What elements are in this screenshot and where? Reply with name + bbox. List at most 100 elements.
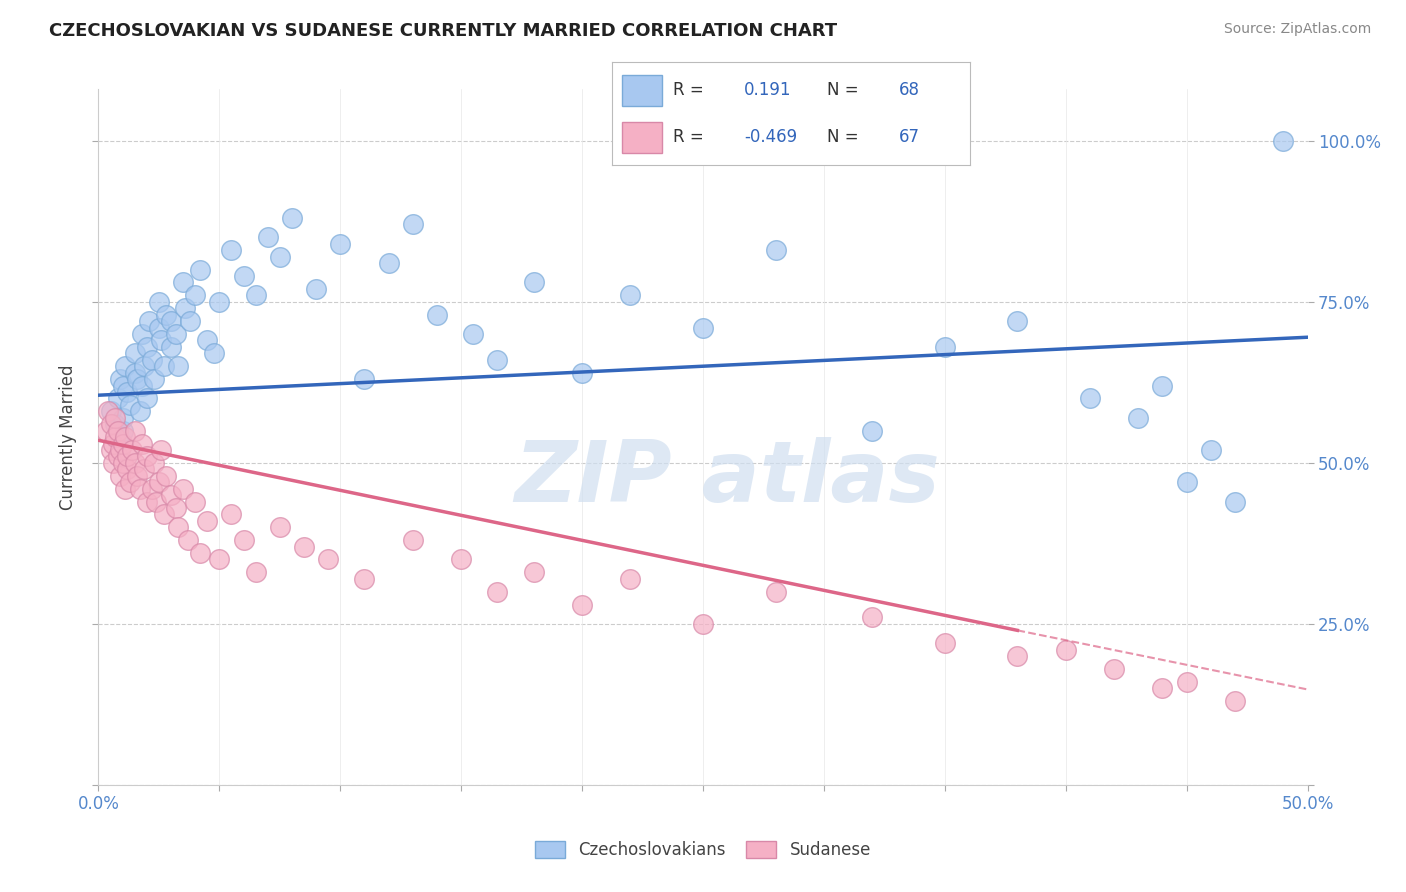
Point (135, 392, 157, 406)
Point (1152, 681, 1174, 696)
Point (174, 301, 197, 316)
Point (1272, 134, 1295, 148)
Point (111, 378, 134, 392)
Point (124, 366, 146, 380)
Point (208, 294, 231, 309)
Point (1223, 494, 1246, 508)
Point (117, 462, 139, 476)
Point (353, 572, 375, 586)
Point (1078, 392, 1101, 406)
Point (135, 340, 157, 354)
Point (177, 533, 200, 548)
Point (143, 372, 166, 386)
Point (619, 572, 641, 586)
Point (104, 417, 127, 432)
Point (117, 450, 139, 464)
Point (208, 552, 231, 566)
Point (165, 500, 187, 515)
Point (104, 430, 127, 444)
Point (426, 308, 449, 322)
Point (118, 475, 141, 490)
Point (150, 334, 173, 348)
Point (111, 410, 134, 425)
Point (692, 320, 714, 334)
Point (124, 456, 146, 470)
Point (1128, 410, 1150, 425)
Y-axis label: Currently Married: Currently Married (59, 364, 77, 510)
Point (124, 424, 146, 438)
Point (523, 276, 546, 290)
Point (141, 352, 163, 367)
Point (160, 340, 183, 354)
Point (100, 442, 122, 457)
Point (131, 436, 153, 450)
Point (148, 475, 170, 490)
Point (1007, 314, 1029, 328)
Point (1199, 442, 1222, 457)
Point (167, 520, 190, 534)
Point (765, 584, 787, 599)
Point (188, 262, 211, 277)
Point (100, 417, 122, 432)
Point (114, 359, 136, 374)
Point (111, 424, 134, 438)
Point (934, 340, 956, 354)
Point (131, 378, 153, 392)
Point (152, 508, 174, 522)
Point (232, 268, 254, 283)
Point (377, 256, 399, 270)
Text: Source: ZipAtlas.com: Source: ZipAtlas.com (1223, 22, 1371, 37)
Point (195, 514, 218, 528)
Text: -0.469: -0.469 (744, 128, 797, 146)
Point (269, 520, 291, 534)
Point (128, 404, 150, 418)
Point (221, 508, 243, 522)
Point (111, 456, 134, 470)
Point (135, 494, 157, 508)
Point (101, 436, 124, 450)
Point (138, 314, 160, 328)
Point (100, 404, 122, 418)
Point (128, 482, 150, 496)
Point (152, 359, 174, 374)
Point (188, 546, 211, 560)
Point (160, 314, 183, 328)
Point (1152, 378, 1174, 392)
Text: N =: N = (827, 81, 863, 99)
Point (232, 533, 254, 548)
Point (141, 482, 163, 496)
Point (179, 314, 201, 328)
Point (134, 462, 156, 476)
Point (619, 288, 641, 302)
Point (204, 346, 226, 360)
FancyBboxPatch shape (623, 122, 662, 153)
Point (155, 308, 177, 322)
Point (486, 584, 509, 599)
Point (692, 616, 714, 631)
Point (160, 488, 183, 502)
Point (1175, 475, 1198, 490)
Point (101, 456, 124, 470)
Point (184, 494, 207, 508)
Point (107, 450, 129, 464)
Point (108, 372, 131, 386)
Point (486, 352, 509, 367)
Point (108, 442, 131, 457)
Point (316, 552, 339, 566)
Point (155, 468, 177, 483)
Point (860, 424, 883, 438)
Point (172, 276, 194, 290)
Point (1102, 662, 1125, 676)
Point (329, 236, 352, 251)
Point (148, 320, 170, 334)
Point (571, 366, 593, 380)
Text: R =: R = (672, 128, 709, 146)
Point (114, 430, 136, 444)
Point (104, 410, 127, 425)
Point (172, 482, 194, 496)
Point (150, 442, 173, 457)
Point (118, 398, 141, 412)
Point (221, 244, 243, 258)
Point (1223, 694, 1246, 708)
Point (1175, 674, 1198, 689)
